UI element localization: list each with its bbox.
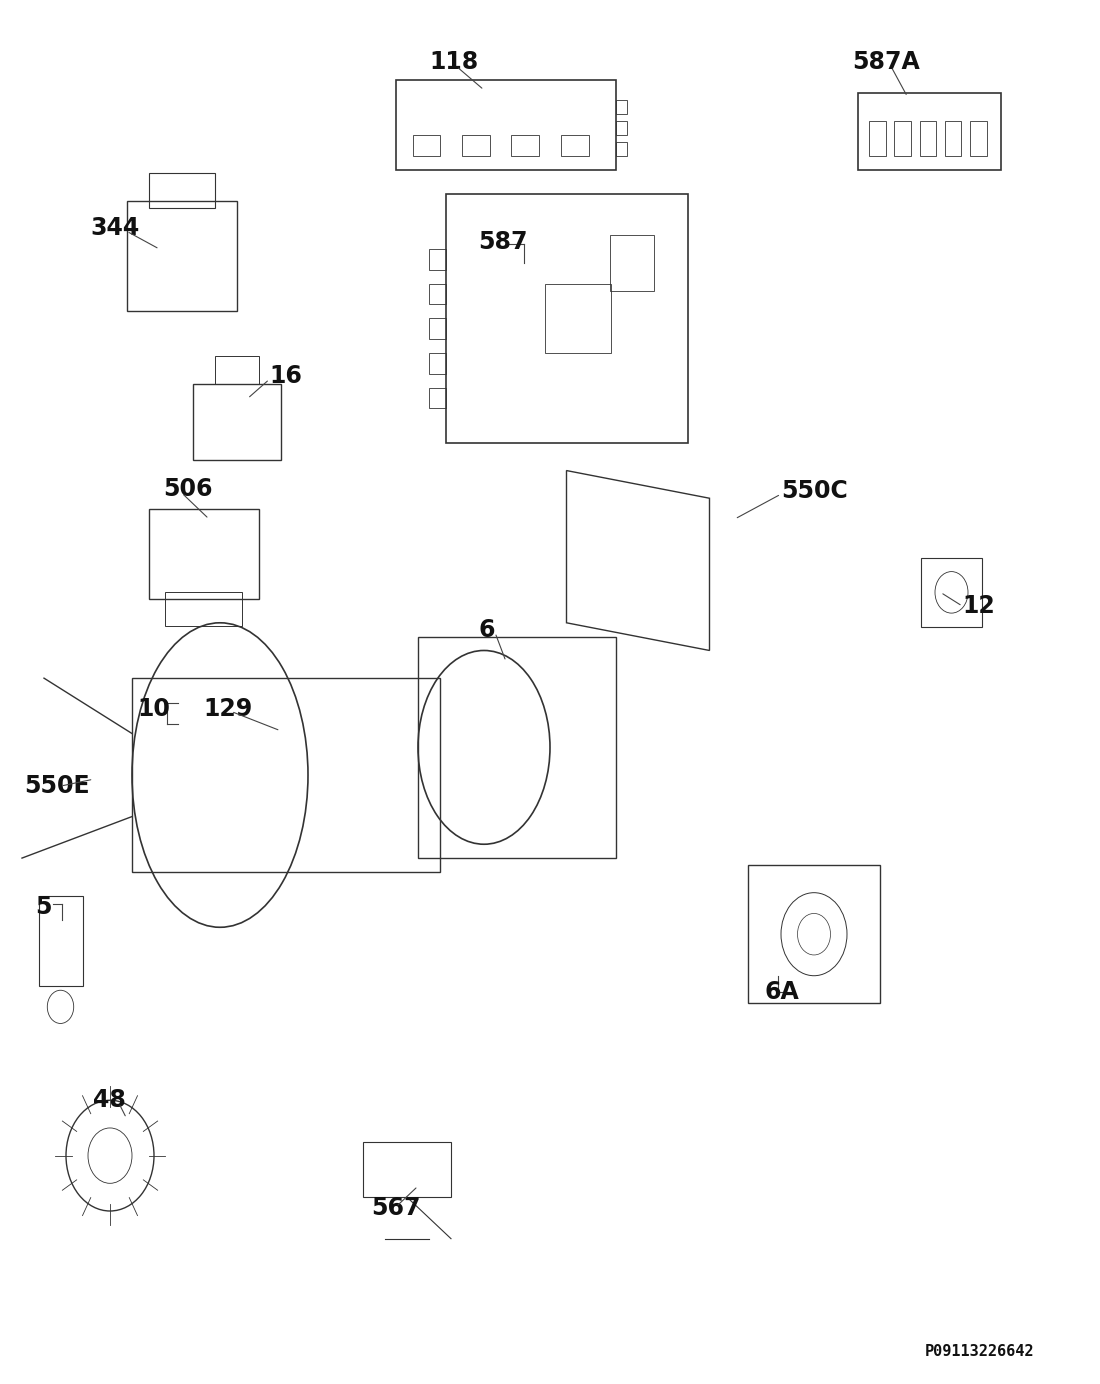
Text: 48: 48 — [94, 1088, 126, 1113]
Bar — [148, 173, 214, 208]
Bar — [616, 141, 627, 155]
Bar — [616, 122, 627, 134]
Bar — [462, 134, 490, 155]
Bar — [412, 134, 440, 155]
Bar — [39, 897, 82, 985]
Bar — [970, 120, 987, 155]
Text: 344: 344 — [90, 216, 140, 241]
Bar — [429, 284, 446, 304]
Bar — [616, 101, 627, 113]
Bar — [363, 1142, 451, 1197]
Bar — [429, 318, 446, 339]
Text: 10: 10 — [138, 696, 170, 721]
Text: 6A: 6A — [764, 980, 800, 1005]
Text: 587: 587 — [478, 230, 528, 255]
Bar — [132, 678, 440, 872]
Text: 5: 5 — [35, 894, 52, 919]
Bar — [429, 249, 446, 270]
Bar — [512, 134, 539, 155]
Bar — [869, 120, 886, 155]
Bar — [214, 357, 258, 385]
Bar — [945, 120, 961, 155]
Text: 129: 129 — [204, 696, 253, 721]
Text: 550C: 550C — [781, 479, 848, 504]
Bar — [922, 558, 981, 627]
Bar — [544, 284, 610, 353]
Text: 506: 506 — [163, 476, 212, 501]
Bar — [429, 388, 446, 408]
Bar — [396, 79, 616, 170]
Text: 118: 118 — [429, 50, 478, 75]
Text: 550E: 550E — [24, 774, 90, 799]
Bar — [748, 865, 880, 1003]
Bar — [894, 120, 911, 155]
Bar — [446, 194, 688, 443]
Bar — [126, 201, 236, 311]
Text: 12: 12 — [962, 594, 996, 619]
Text: 587A: 587A — [852, 50, 921, 75]
Bar — [610, 235, 654, 291]
Text: 567: 567 — [371, 1196, 420, 1221]
Bar — [429, 353, 446, 374]
Bar — [165, 592, 242, 626]
Bar — [858, 93, 1001, 170]
Text: 6: 6 — [478, 617, 495, 642]
Text: P09113226642: P09113226642 — [924, 1344, 1034, 1359]
Bar — [561, 134, 588, 155]
Bar — [418, 637, 616, 858]
Text: 16: 16 — [270, 364, 302, 389]
Bar — [148, 509, 258, 599]
Bar — [920, 120, 936, 155]
Bar — [192, 383, 280, 461]
